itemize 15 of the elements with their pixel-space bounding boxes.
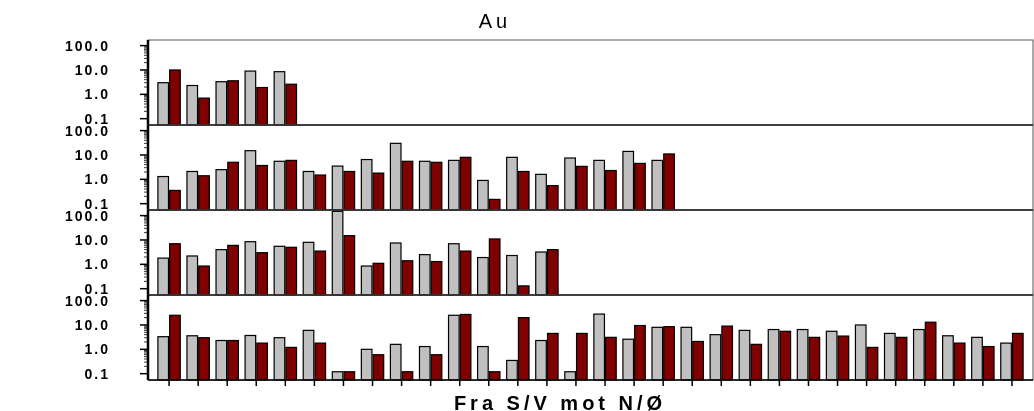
y-tick-label: 1.0 xyxy=(84,171,110,188)
y-tick-label: 10.0 xyxy=(74,61,110,78)
x-axis-title: Fra S/V mot N/Ø xyxy=(453,392,667,411)
y-tick-label: 0.1 xyxy=(84,280,110,297)
y-tick-label: 100.0 xyxy=(64,37,110,54)
y-tick-label: 10.0 xyxy=(74,146,110,163)
y-tick-label: 10.0 xyxy=(74,316,110,333)
chart-title: Au xyxy=(478,10,512,32)
y-tick-label: 0.1 xyxy=(84,195,110,212)
y-tick-label: 1.0 xyxy=(84,341,110,358)
y-tick-label: 0.1 xyxy=(84,110,110,127)
y-tick-label: 10.0 xyxy=(74,231,110,248)
y-tick-label: 1.0 xyxy=(84,256,110,273)
y-tick-label: 1.0 xyxy=(84,86,110,103)
y-tick-label: 0.1 xyxy=(84,365,110,382)
